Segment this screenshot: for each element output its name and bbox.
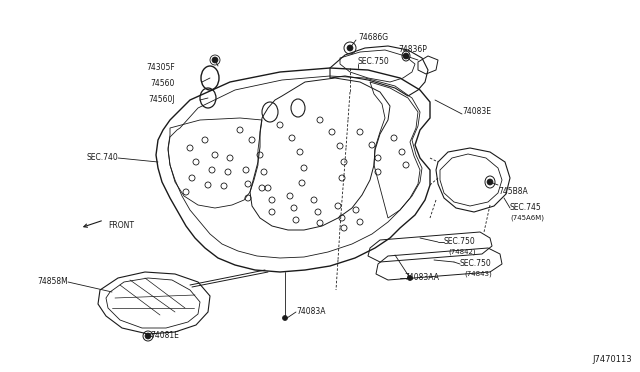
Text: (74843): (74843) <box>464 271 492 277</box>
Text: 745B8A: 745B8A <box>498 187 528 196</box>
Text: J7470113: J7470113 <box>593 355 632 364</box>
Text: (745A6M): (745A6M) <box>510 215 544 221</box>
Ellipse shape <box>145 333 151 339</box>
Text: 74083A: 74083A <box>296 308 326 317</box>
Ellipse shape <box>282 315 287 321</box>
Text: 74858M: 74858M <box>37 278 68 286</box>
Ellipse shape <box>403 53 409 59</box>
Text: SEC.745: SEC.745 <box>510 203 541 212</box>
Ellipse shape <box>408 276 413 280</box>
Ellipse shape <box>212 57 218 63</box>
Text: SEC.750: SEC.750 <box>444 237 476 247</box>
Ellipse shape <box>347 45 353 51</box>
Text: 74083AA: 74083AA <box>404 273 439 282</box>
Text: SEC.740: SEC.740 <box>86 154 118 163</box>
Text: 74686G: 74686G <box>358 33 388 42</box>
Text: 74083E: 74083E <box>462 108 491 116</box>
Text: SEC.750: SEC.750 <box>460 260 492 269</box>
Text: (74842): (74842) <box>448 249 476 255</box>
Ellipse shape <box>487 179 493 185</box>
Text: 74305F: 74305F <box>147 64 175 73</box>
Text: SEC.750: SEC.750 <box>358 58 390 67</box>
Text: 74836P: 74836P <box>398 45 427 55</box>
Text: 74081E: 74081E <box>150 331 179 340</box>
Text: FRONT: FRONT <box>108 221 134 230</box>
Text: 74560J: 74560J <box>148 96 175 105</box>
Text: 74560: 74560 <box>150 80 175 89</box>
